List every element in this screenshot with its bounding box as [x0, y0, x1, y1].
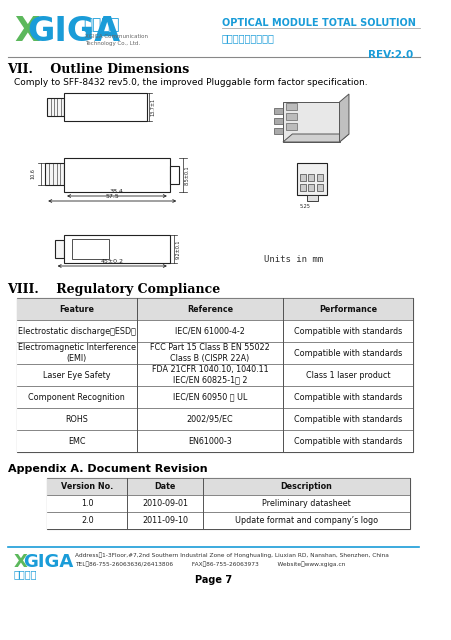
Bar [55, 240, 64, 258]
Bar [285, 123, 296, 130]
Bar [296, 163, 327, 195]
Text: 9.2±0.1: 9.2±0.1 [175, 239, 180, 259]
Bar [170, 166, 179, 184]
Text: VII.    Outline Dimensions: VII. Outline Dimensions [8, 63, 189, 76]
Bar [17, 298, 412, 320]
Bar [17, 430, 412, 452]
Bar [316, 184, 322, 191]
Text: EN61000-3: EN61000-3 [188, 436, 231, 445]
Text: 1.0: 1.0 [81, 499, 93, 508]
Bar [17, 298, 412, 452]
Text: 57.5: 57.5 [105, 194, 119, 199]
Text: GIGA: GIGA [23, 553, 74, 571]
Text: 13.7±1: 13.7±1 [151, 98, 156, 116]
Text: Compatible with standards: Compatible with standards [293, 415, 401, 424]
Text: EMC: EMC [68, 436, 85, 445]
Bar [285, 113, 296, 120]
Text: XGIGA Communication: XGIGA Communication [85, 34, 147, 39]
Text: Appendix A. Document Revision: Appendix A. Document Revision [8, 464, 207, 474]
Bar [17, 386, 412, 408]
Text: Update format and company’s logo: Update format and company’s logo [235, 516, 377, 525]
Text: 5.25: 5.25 [299, 204, 310, 209]
Bar [17, 320, 412, 342]
Bar [47, 98, 64, 116]
Text: 2011-09-10: 2011-09-10 [142, 516, 188, 525]
Text: Description: Description [280, 482, 332, 491]
Bar [306, 195, 317, 201]
Text: Performance: Performance [318, 305, 376, 314]
Bar [285, 103, 296, 110]
Bar [308, 174, 313, 181]
Text: IEC/EN 61000-4-2: IEC/EN 61000-4-2 [175, 326, 244, 335]
Text: 45±0.2: 45±0.2 [101, 259, 124, 264]
Text: REV:2.0: REV:2.0 [367, 50, 412, 60]
Bar [17, 408, 412, 430]
Text: FCC Part 15 Class B EN 55022
Class B (CISPR 22A): FCC Part 15 Class B EN 55022 Class B (CI… [150, 343, 269, 363]
Bar [64, 158, 170, 192]
Text: Component Recognition: Component Recognition [28, 392, 125, 401]
Bar [47, 478, 410, 529]
Bar [273, 108, 282, 114]
Text: Version No.: Version No. [61, 482, 113, 491]
Text: ROHS: ROHS [65, 415, 88, 424]
Text: Reference: Reference [186, 305, 232, 314]
Text: VIII.    Regulatory Compliance: VIII. Regulatory Compliance [8, 283, 220, 296]
Text: X: X [13, 553, 27, 571]
Polygon shape [282, 134, 348, 142]
Text: GIGA: GIGA [28, 15, 120, 48]
Bar [273, 128, 282, 134]
Bar [47, 512, 410, 529]
Text: IEC/EN 60950 ， UL: IEC/EN 60950 ， UL [172, 392, 247, 401]
Text: Compatible with standards: Compatible with standards [293, 349, 401, 358]
Text: 8.5±0.1: 8.5±0.1 [184, 165, 189, 185]
Text: Page 7: Page 7 [194, 575, 231, 585]
Text: Date: Date [154, 482, 175, 491]
Bar [45, 163, 64, 185]
Bar [64, 93, 147, 121]
Bar [64, 235, 170, 263]
Text: Electromagnetic Interference
(EMI): Electromagnetic Interference (EMI) [18, 343, 136, 363]
Text: Address：1-3Floor,#7,2nd Southern Industrial Zone of Honghualing, Liuxian RD, Nan: Address：1-3Floor,#7,2nd Southern Industr… [75, 552, 388, 557]
Bar [17, 342, 412, 364]
Bar [316, 174, 322, 181]
Text: Feature: Feature [59, 305, 94, 314]
Text: 极致兴通: 极致兴通 [13, 569, 37, 579]
Text: Electrostatic discharge（ESD）: Electrostatic discharge（ESD） [18, 326, 135, 335]
Text: 2010-09-01: 2010-09-01 [142, 499, 188, 508]
Text: FDA 21CFR 1040.10, 1040.11
IEC/EN 60825-1， 2: FDA 21CFR 1040.10, 1040.11 IEC/EN 60825-… [151, 365, 267, 385]
Text: Compatible with standards: Compatible with standards [293, 436, 401, 445]
Text: Units in mm: Units in mm [263, 255, 322, 264]
Bar [308, 184, 313, 191]
Polygon shape [282, 102, 339, 142]
Text: OPTICAL MODULE TOTAL SOLUTION: OPTICAL MODULE TOTAL SOLUTION [221, 18, 414, 28]
Bar [17, 364, 412, 386]
Text: Preliminary datasheet: Preliminary datasheet [262, 499, 350, 508]
Text: Technology Co., Ltd.: Technology Co., Ltd. [85, 41, 140, 46]
Bar [299, 174, 305, 181]
Text: 2.0: 2.0 [81, 516, 93, 525]
Text: Compatible with standards: Compatible with standards [293, 326, 401, 335]
Bar [273, 118, 282, 124]
Bar [47, 478, 410, 495]
Text: TEL：86-755-26063636/26413806          FAX：86-755-26063973          Website：www.x: TEL：86-755-26063636/26413806 FAX：86-755-… [75, 561, 345, 566]
Bar [72, 239, 109, 259]
Text: 38.4: 38.4 [110, 189, 124, 194]
Text: Compatible with standards: Compatible with standards [293, 392, 401, 401]
Bar [47, 495, 410, 512]
Text: 2002/95/EC: 2002/95/EC [186, 415, 233, 424]
Text: 光模块整体解决方案: 光模块整体解决方案 [221, 33, 274, 43]
Text: 极致兴通: 极致兴通 [83, 17, 119, 32]
Text: Class 1 laser product: Class 1 laser product [305, 371, 389, 380]
Text: X: X [14, 15, 40, 48]
Text: Laser Eye Safety: Laser Eye Safety [43, 371, 110, 380]
Text: Comply to SFF-8432 rev5.0, the improved Pluggable form factor specification.: Comply to SFF-8432 rev5.0, the improved … [14, 78, 367, 87]
Polygon shape [339, 94, 348, 142]
Bar [299, 184, 305, 191]
Text: 10.6: 10.6 [31, 168, 36, 179]
